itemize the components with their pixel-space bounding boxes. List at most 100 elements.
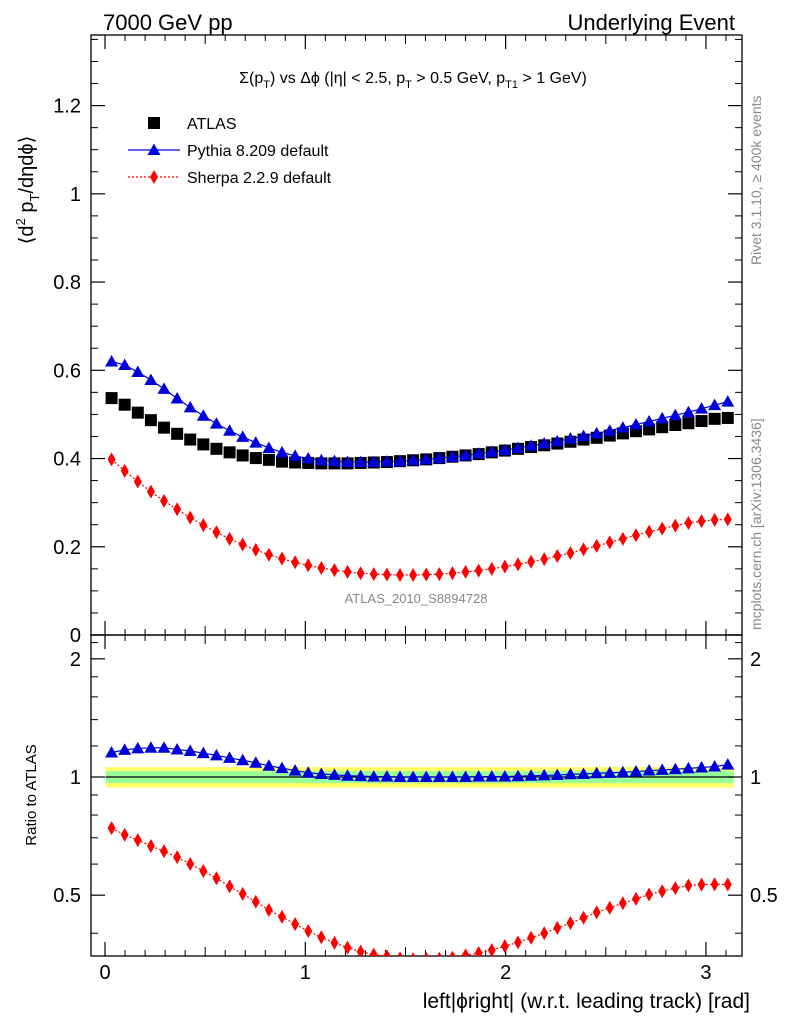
- plot-title: Σ(pT) vs Δϕ (|η| < 2.5, pT > 0.5 GeV, pT…: [239, 70, 587, 91]
- ratio-point-pythia-8-209-default: [590, 766, 604, 779]
- data-point-pythia-8-209-default: [695, 402, 709, 414]
- data-point-pythia-8-209-default: [209, 417, 223, 429]
- data-point-sherpa-2-2-9-default: [487, 561, 496, 576]
- data-point-sherpa-2-2-9-default: [212, 525, 221, 540]
- data-point-pythia-8-209-default: [537, 437, 551, 449]
- legend-label-pythia: Pythia 8.209 default: [187, 143, 329, 160]
- ratio-point-sherpa-2-2-9-default: [618, 896, 627, 911]
- legend-label-atlas: ATLAS: [187, 116, 237, 133]
- ratio-point-sherpa-2-2-9-default: [199, 863, 208, 878]
- ratio-point-sherpa-2-2-9-default: [291, 917, 300, 932]
- data-point-atlas: [669, 419, 682, 431]
- ratio-point-sherpa-2-2-9-default: [658, 884, 667, 899]
- data-point-sherpa-2-2-9-default: [618, 531, 627, 546]
- data-point-pythia-8-209-default: [341, 455, 355, 468]
- data-point-atlas: [184, 433, 197, 446]
- data-point-sherpa-2-2-9-default: [527, 554, 536, 569]
- ratio-point-sherpa-2-2-9-default: [436, 951, 442, 956]
- data-point-sherpa-2-2-9-default: [684, 515, 693, 530]
- ratio-point-pythia-8-209-default: [288, 764, 302, 776]
- ratio-point-sherpa-2-2-9-default: [566, 916, 575, 931]
- data-point-pythia-8-209-default: [550, 434, 564, 447]
- data-point-sherpa-2-2-9-default: [645, 524, 654, 539]
- legend: ATLAS Pythia 8.209 default Sherpa 2.2.9 …: [128, 116, 332, 187]
- data-point-pythia-8-209-default: [288, 449, 302, 461]
- ratio-point-sherpa-2-2-9-default: [723, 877, 732, 892]
- data-point-sherpa-2-2-9-default: [500, 559, 509, 574]
- ratio-point-sherpa-2-2-9-default: [410, 952, 416, 956]
- y-tick-label: 0.6: [53, 360, 81, 382]
- ratio-point-sherpa-2-2-9-default: [684, 878, 693, 893]
- ratio-point-sherpa-2-2-9-default: [160, 844, 169, 859]
- data-point-sherpa-2-2-9-default: [238, 537, 247, 552]
- data-point-sherpa-2-2-9-default: [369, 567, 378, 582]
- data-point-pythia-8-209-default: [708, 398, 722, 411]
- ratio-point-sherpa-2-2-9-default: [356, 944, 365, 956]
- data-point-pythia-8-209-default: [445, 450, 459, 462]
- ratio-point-sherpa-2-2-9-default: [330, 935, 339, 950]
- ratio-point-pythia-8-209-default: [511, 769, 525, 782]
- data-point-sherpa-2-2-9-default: [474, 563, 483, 578]
- data-point-atlas: [144, 414, 157, 427]
- data-point-atlas: [262, 453, 275, 466]
- data-point-pythia-8-209-default: [642, 414, 656, 427]
- ratio-point-pythia-8-209-default: [681, 761, 695, 774]
- ratio-point-pythia-8-209-default: [223, 751, 237, 763]
- ratio-point-pythia-8-209-default: [459, 770, 473, 783]
- data-point-sherpa-2-2-9-default: [317, 560, 326, 575]
- ratio-point-sherpa-2-2-9-default: [500, 939, 509, 954]
- ratio-point-sherpa-2-2-9-default: [133, 833, 142, 848]
- ratio-point-pythia-8-209-default: [616, 765, 630, 778]
- ratio-y-axis-label: Ratio to ATLAS: [23, 744, 40, 845]
- data-point-sherpa-2-2-9-default: [330, 563, 339, 578]
- data-point-pythia-8-209-default: [419, 452, 433, 465]
- y-tick-label: 1.2: [53, 96, 81, 118]
- data-point-pythia-8-209-default: [681, 405, 695, 418]
- data-point-sherpa-2-2-9-default: [173, 502, 182, 517]
- data-point-atlas: [695, 415, 708, 428]
- data-point-sherpa-2-2-9-default: [553, 549, 562, 564]
- data-point-atlas: [223, 446, 236, 459]
- ratio-point-sherpa-2-2-9-default: [107, 821, 116, 836]
- data-point-atlas: [118, 398, 131, 411]
- data-point-pythia-8-209-default: [131, 365, 145, 378]
- ratio-point-pythia-8-209-default: [524, 769, 538, 781]
- ratio-point-sherpa-2-2-9-default: [605, 900, 614, 915]
- x-tick-label: 1: [300, 962, 311, 984]
- data-point-atlas: [171, 427, 184, 440]
- data-point-pythia-8-209-default: [105, 354, 119, 367]
- data-point-sherpa-2-2-9-default: [723, 512, 732, 527]
- data-point-pythia-8-209-default: [170, 392, 184, 404]
- header-left: 7000 GeV pp: [103, 10, 233, 35]
- ratio-point-pythia-8-209-default: [314, 767, 328, 779]
- ratio-tick-label-left: 0.5: [53, 885, 81, 907]
- data-point-pythia-8-209-default: [603, 424, 617, 436]
- data-point-pythia-8-209-default: [380, 455, 394, 467]
- ratio-point-pythia-8-209-default: [406, 770, 420, 783]
- ratio-point-pythia-8-209-default: [393, 770, 407, 783]
- ratio-point-sherpa-2-2-9-default: [645, 887, 654, 902]
- data-point-sherpa-2-2-9-default: [579, 542, 588, 557]
- ratio-tick-label-left: 2: [70, 649, 81, 671]
- ratio-point-pythia-8-209-default: [157, 741, 171, 753]
- ratio-layer: [105, 741, 735, 956]
- data-point-pythia-8-209-default: [196, 409, 210, 421]
- ratio-point-sherpa-2-2-9-default: [449, 950, 456, 956]
- ratio-point-pythia-8-209-default: [275, 761, 289, 774]
- legend-marker-atlas: [148, 117, 160, 129]
- ratio-point-pythia-8-209-default: [642, 764, 656, 776]
- data-point-pythia-8-209-default: [498, 443, 512, 456]
- ratio-point-pythia-8-209-default: [380, 770, 394, 782]
- data-point-sherpa-2-2-9-default: [448, 566, 457, 581]
- data-point-pythia-8-209-default: [432, 451, 446, 464]
- ratio-point-pythia-8-209-default: [249, 756, 263, 768]
- ratio-point-pythia-8-209-default: [183, 744, 197, 757]
- data-point-sherpa-2-2-9-default: [513, 557, 522, 572]
- ratio-point-pythia-8-209-default: [485, 770, 499, 782]
- ratio-point-pythia-8-209-default: [472, 770, 486, 782]
- data-point-sherpa-2-2-9-default: [264, 547, 273, 562]
- data-point-atlas: [197, 438, 210, 451]
- ratio-point-sherpa-2-2-9-default: [631, 891, 640, 906]
- ratio-point-pythia-8-209-default: [105, 746, 119, 758]
- data-point-pythia-8-209-default: [721, 395, 735, 407]
